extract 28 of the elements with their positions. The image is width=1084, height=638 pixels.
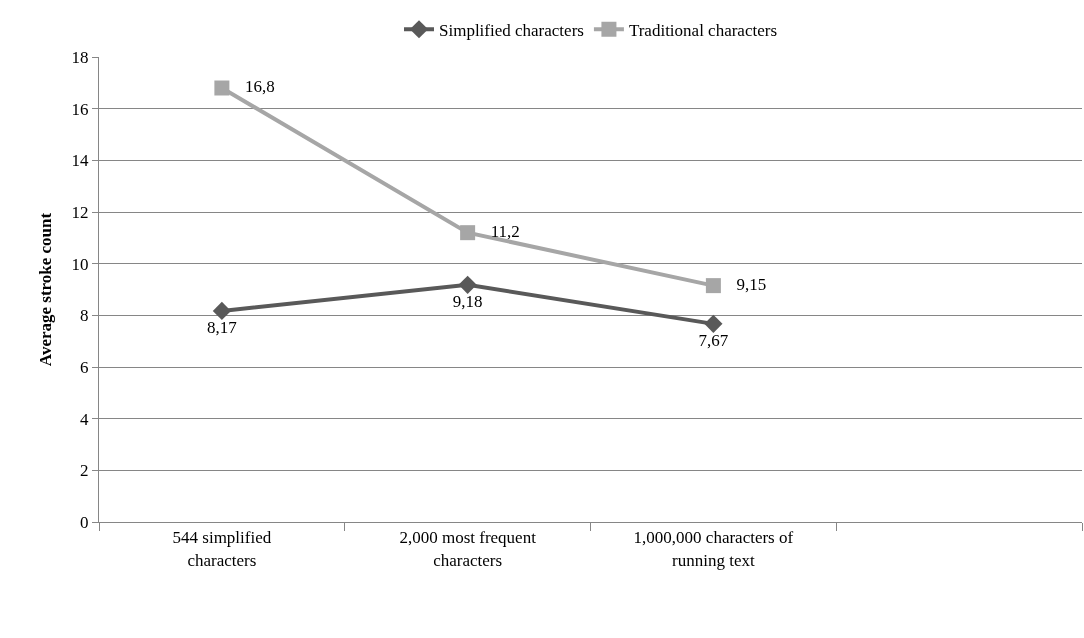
x-tick-label: 1,000,000 characters of running text xyxy=(633,528,794,570)
y-tick-label: 12 xyxy=(71,202,89,222)
y-tick-label: 8 xyxy=(80,306,89,326)
y-tick-label: 10 xyxy=(71,254,89,274)
data-label: 16,8 xyxy=(232,77,275,97)
x-tick-label: 2,000 most frequent characters xyxy=(399,528,537,570)
data-label: 7,67 xyxy=(698,331,729,351)
point xyxy=(704,314,723,333)
y-tick-label: 6 xyxy=(80,357,89,377)
y-axis-title: Average stroke count xyxy=(36,212,56,367)
data-label: 9,18 xyxy=(452,292,483,312)
y-tick-label: 4 xyxy=(80,409,90,429)
y-tick-label: 16 xyxy=(71,99,89,119)
point xyxy=(705,278,721,294)
x-tick-label: 544 simplified characters xyxy=(172,528,272,570)
y-tick-label: 0 xyxy=(80,512,89,532)
point xyxy=(214,80,230,96)
y-tick-label: 2 xyxy=(80,461,89,481)
point xyxy=(458,275,477,294)
y-tick-label: 14 xyxy=(71,151,90,171)
data-label: 8,17 xyxy=(207,318,238,338)
data-label: 11,2 xyxy=(478,221,520,241)
data-label: 9,15 xyxy=(723,274,767,294)
legend-label: Traditional characters xyxy=(628,20,777,40)
point xyxy=(212,301,231,321)
legend-label: Simplified characters xyxy=(439,20,584,40)
point xyxy=(460,225,476,241)
y-tick-label: 18 xyxy=(71,47,89,67)
